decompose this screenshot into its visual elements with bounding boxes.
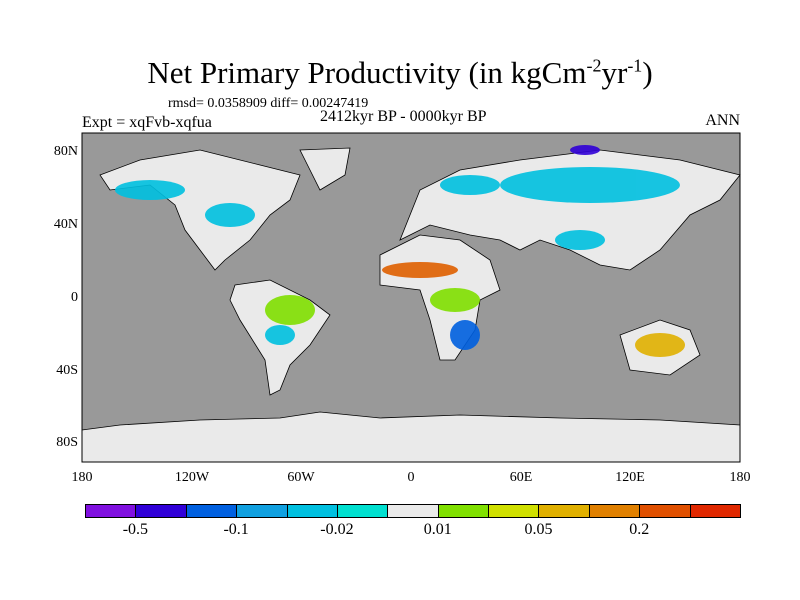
lat-label: 80N	[53, 144, 78, 159]
plot-title: Net Primary Productivity (in kgCm-2yr-1)	[147, 55, 653, 90]
lat-label: 40S	[56, 363, 78, 378]
colorbar-box	[387, 504, 439, 518]
lon-label: 120W	[174, 470, 210, 485]
colorbar-label: -0.1	[223, 521, 249, 538]
lat-label: 0	[71, 290, 78, 305]
colorbar-box	[689, 504, 741, 518]
lon-label: 60E	[509, 470, 533, 485]
lon-label: 120E	[615, 470, 645, 485]
colorbar-box	[588, 504, 641, 518]
colorbar-box	[437, 504, 490, 518]
colorbar-box	[135, 504, 187, 518]
lon-label: 0	[407, 470, 415, 485]
colorbar-box	[538, 504, 590, 518]
anomaly-fields	[115, 145, 685, 357]
lon-label: 180	[729, 470, 751, 485]
lat-label: 40N	[53, 217, 78, 232]
colorbar-label: -0.5	[122, 521, 149, 538]
colorbar-label: -0.02	[320, 521, 354, 538]
colorbar-label: 0.2	[629, 521, 650, 538]
colorbar-label: 0.01	[423, 521, 452, 538]
colorbar-box	[85, 504, 137, 518]
colorbar-box	[286, 504, 338, 518]
colorbar-label: 0.05	[524, 521, 553, 538]
experiment-label: Expt = xqFvb-xqfua	[82, 114, 212, 131]
season-label: ANN	[705, 112, 740, 129]
colorbar-box	[236, 504, 288, 518]
colorbar-box	[639, 504, 691, 518]
lon-label: 180	[71, 470, 93, 485]
colorbar-box	[488, 504, 540, 518]
colorbar-box	[336, 504, 389, 518]
period-label: 2412kyr BP - 0000kyr BP	[320, 108, 487, 125]
lon-label: 60W	[287, 470, 315, 485]
plot-frame	[81, 132, 741, 463]
colorbar-box	[185, 504, 238, 518]
lat-label: 80S	[56, 435, 78, 450]
stats-text: rmsd= 0.0358909 diff= 0.00247419	[168, 96, 369, 111]
